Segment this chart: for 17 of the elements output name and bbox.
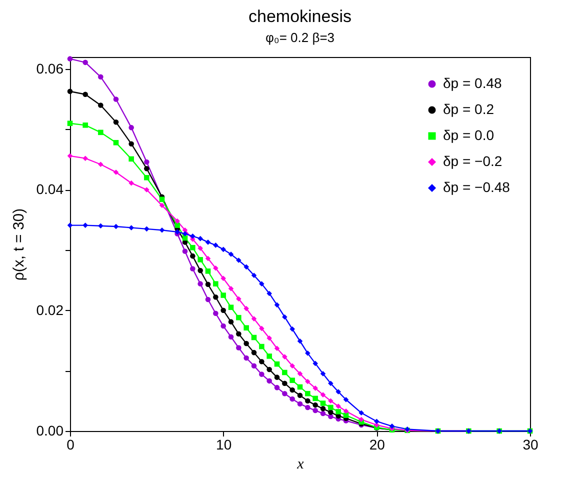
y-tick-label: 0.04 [36,181,64,198]
y-tick-label: 0.06 [36,60,64,77]
x-tick-label: 30 [522,436,538,452]
legend-label: δp = −0.2 [443,153,502,169]
legend-label: δp = 0.48 [443,75,502,91]
x-tick-label: 0 [66,436,75,452]
legend-label: δp = 0.2 [443,101,494,117]
chart-subtitle: φ₀= 0.2 β=3 [265,30,335,46]
legend-label: δp = −0.48 [443,179,510,195]
x-tick-label: 10 [216,436,232,452]
y-tick-label: 0.02 [36,302,64,318]
x-tick-label: 20 [369,436,386,452]
legend-label: δp = 0.0 [443,127,494,143]
y-tick-label: 0.00 [36,422,64,438]
y-axis-title: ρ(x, t = 30) [10,208,28,281]
chart-title: chemokinesis [248,7,352,26]
x-axis-title: x [296,456,304,472]
